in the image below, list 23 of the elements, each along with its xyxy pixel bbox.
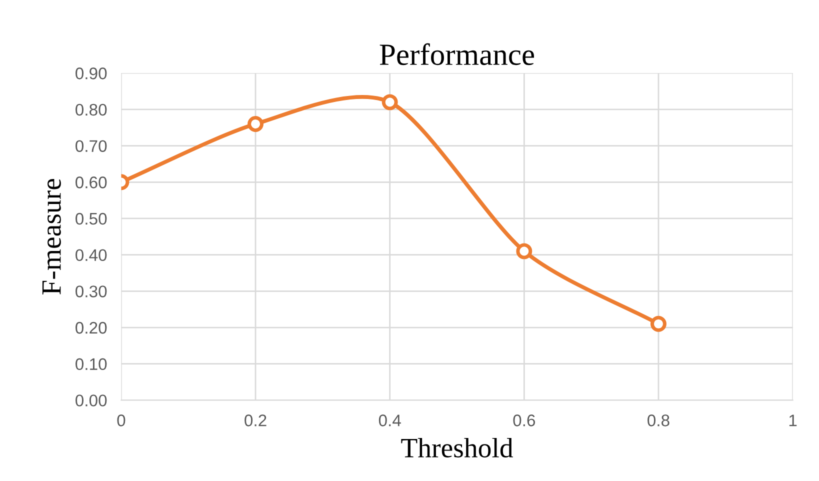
y-tick-label: 0.10 xyxy=(76,358,107,370)
x-tick-label: 1 xyxy=(789,414,797,426)
x-tick-label: 0 xyxy=(117,414,126,426)
y-tick-label: 0.80 xyxy=(76,104,107,116)
y-tick-label: 0.70 xyxy=(76,140,107,152)
chart-title: Performance xyxy=(380,43,534,66)
x-tick-label: 0.4 xyxy=(378,414,401,426)
x-tick-label: 0.2 xyxy=(244,414,266,426)
y-tick-label: 0.30 xyxy=(76,286,107,298)
y-tick-label: 0.50 xyxy=(76,212,107,225)
point xyxy=(516,243,532,260)
y-axis-title: F-measure xyxy=(42,178,61,294)
y-tick-label: 0.60 xyxy=(76,176,107,188)
point xyxy=(382,94,398,110)
point xyxy=(248,116,264,132)
x-axis-title: Threshold xyxy=(401,438,513,458)
y-tick-label: 0.20 xyxy=(76,322,107,334)
y-tick-label: 0.00 xyxy=(76,394,107,406)
x-tick-label: 0.6 xyxy=(513,414,536,426)
point xyxy=(650,316,666,332)
y-tick-label: 0.90 xyxy=(76,68,107,80)
x-tick-label: 0.8 xyxy=(648,414,670,426)
y-tick-label: 0.40 xyxy=(76,249,107,262)
